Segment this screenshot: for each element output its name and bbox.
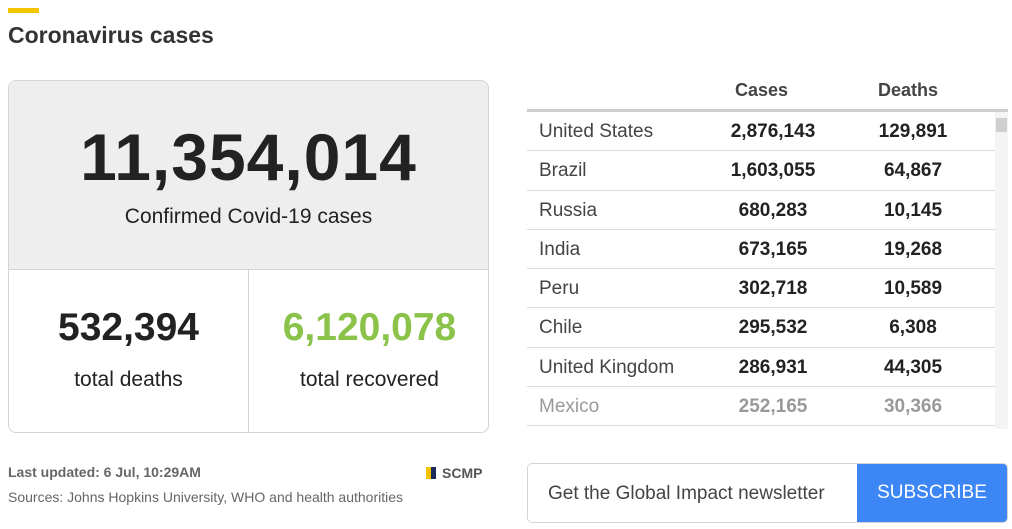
country-name: India	[539, 238, 581, 260]
scrollbar-thumb[interactable]	[996, 118, 1007, 132]
deaths-panel: 532,394 total deaths	[9, 270, 249, 432]
country-deaths: 6,308	[889, 317, 937, 339]
recovered-panel: 6,120,078 total recovered	[249, 270, 488, 432]
last-updated: Last updated: 6 Jul, 10:29AM	[8, 464, 201, 480]
table-row: Russia 680,283 10,145	[527, 191, 995, 230]
country-deaths: 64,867	[883, 160, 943, 182]
table-row: Mexico 252,165 30,366	[527, 387, 995, 427]
country-cases: 252,165	[738, 396, 808, 418]
country-table: Cases Deaths United States 2,876,143 129…	[527, 76, 1008, 429]
subscribe-button[interactable]: SUBSCRIBE	[857, 464, 1007, 522]
country-deaths: 19,268	[883, 238, 943, 260]
column-header-cases: Cases	[735, 80, 789, 100]
table-row: United States 2,876,143 129,891	[527, 112, 995, 152]
table-row: United Kingdom 286,931 44,305	[527, 348, 995, 388]
brand-logo[interactable]: SCMP	[426, 465, 482, 481]
confirmed-cases-value: 11,354,014	[80, 120, 417, 194]
country-name: United Kingdom	[539, 356, 675, 378]
column-header-deaths: Deaths	[878, 80, 939, 100]
country-deaths: 30,366	[883, 396, 943, 418]
country-name: Chile	[539, 317, 583, 339]
country-cases: 2,876,143	[730, 121, 816, 142]
country-name: Mexico	[539, 396, 600, 418]
sources-note: Sources: Johns Hopkins University, WHO a…	[8, 489, 404, 505]
country-cases: 302,718	[738, 278, 808, 300]
total-deaths-label: total deaths	[74, 368, 183, 391]
table-scrollbar[interactable]	[995, 112, 1008, 429]
newsletter-text: Get the Global Impact newsletter	[548, 483, 825, 504]
country-name: Russia	[539, 199, 598, 221]
table-body[interactable]: United States 2,876,143 129,891 Brazil 1…	[527, 112, 1008, 429]
summary-card: 11,354,014 Confirmed Covid-19 cases 532,…	[8, 80, 489, 433]
total-recovered-label: total recovered	[300, 368, 439, 391]
country-cases: 295,532	[738, 317, 808, 339]
country-deaths: 129,891	[878, 121, 948, 142]
country-cases: 1,603,055	[730, 160, 816, 182]
confirmed-cases-panel: 11,354,014 Confirmed Covid-19 cases	[9, 81, 488, 270]
page-title: Coronavirus cases	[8, 22, 214, 48]
confirmed-cases-label: Confirmed Covid-19 cases	[124, 205, 373, 228]
newsletter-signup: Get the Global Impact newsletter SUBSCRI…	[527, 463, 1008, 523]
table-row: India 673,165 19,268	[527, 230, 995, 270]
country-deaths: 10,145	[883, 199, 943, 221]
brand-name: SCMP	[442, 465, 483, 481]
country-cases: 286,931	[738, 356, 808, 378]
total-deaths-value: 532,394	[58, 306, 199, 349]
table-header: Cases Deaths	[527, 76, 1008, 112]
country-name: United States	[539, 121, 654, 142]
country-deaths: 44,305	[883, 356, 943, 378]
country-deaths: 10,589	[883, 278, 943, 300]
country-name: Brazil	[539, 160, 587, 182]
table-row: Chile 295,532 6,308	[527, 308, 995, 348]
country-cases: 673,165	[738, 238, 808, 260]
country-cases: 680,283	[738, 199, 808, 221]
scmp-logo-icon	[426, 467, 436, 479]
table-row: Peru 302,718 10,589	[527, 269, 995, 309]
total-recovered-value: 6,120,078	[282, 306, 457, 349]
country-name: Peru	[539, 278, 580, 300]
table-row: Brazil 1,603,055 64,867	[527, 151, 995, 191]
heading-accent-bar	[8, 8, 39, 13]
